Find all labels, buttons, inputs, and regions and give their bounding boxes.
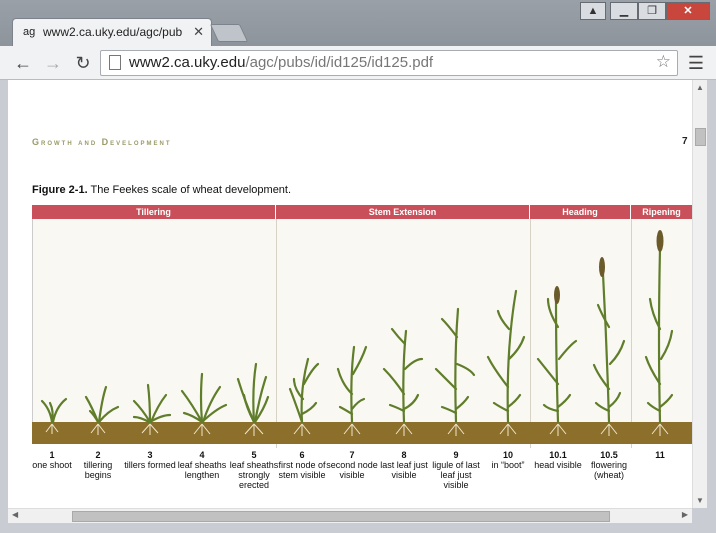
bookmark-star-icon[interactable]: ☆ [655,52,671,71]
stage-label: 2 tillering begins [71,450,125,480]
plant-stage-1 [40,397,68,424]
stage-description: one shoot [32,460,72,470]
stage-description: tillers formed [124,460,176,470]
stage-description: ligule of last leaf just visible [432,460,480,490]
stage-label: 10 in “boot” [481,450,535,470]
horizontal-scroll-thumb[interactable] [72,511,610,522]
stage-number: 9 [453,450,459,460]
user-icon[interactable]: ▲ [580,2,606,20]
stage-description: flowering (wheat) [590,460,628,480]
horizontal-scrollbar[interactable]: ◀ ▶ [8,508,692,523]
stage-label: 3 tillers formed [123,450,177,470]
stage-number: 10.1 [549,450,567,460]
stage-number: 2 [95,450,101,460]
stage-description: last leaf just visible [380,460,428,480]
url-text: www2.ca.uky.edu/agc/pubs/id/id125/id125.… [129,54,434,71]
stage-description: leaf sheaths lengthen [177,460,227,480]
forward-arrow-icon[interactable]: → [44,53,62,73]
stage-number: 8 [401,450,407,460]
stage-label: 10.5 flowering (wheat) [582,450,636,480]
reload-icon[interactable]: ↻ [75,53,91,73]
phase-stem-extension: Stem Extension [276,205,529,219]
stage-description: second node visible [326,460,378,480]
stage-description: head visible [534,460,582,470]
plant-stage-7 [336,345,368,424]
stage-description: first node of stem visible [278,460,326,480]
plant-stage-11 [644,247,674,424]
stage-number: 4 [199,450,205,460]
tab-close-icon[interactable]: ✕ [193,24,204,39]
stage-number: 11 [655,450,665,460]
stage-label: 1 one shoot [25,450,79,470]
phase-divider [530,219,531,448]
browser-toolbar: ← → ↻ www2.ca.uky.edu/agc/pubs/id/id125/… [0,46,716,80]
page-icon [109,55,121,70]
stage-label: 11 [633,450,687,460]
stage-description: in “boot” [491,460,525,470]
minimize-button[interactable]: ▁ [610,2,638,20]
scroll-down-icon[interactable]: ▼ [696,496,704,505]
soil-band [32,422,692,444]
stage-label: 10.1 head visible [531,450,585,470]
plot-area [32,219,692,422]
stage-label: 9 ligule of last leaf just visible [429,450,483,490]
stage-number: 3 [147,450,153,460]
phase-tillering: Tillering [32,205,275,219]
close-window-button[interactable]: ✕ [666,2,710,20]
stage-label: 5 leaf sheaths strongly erected [227,450,281,490]
phase-divider [276,219,277,448]
wheat-heads [554,230,664,304]
plant-stage-2 [84,385,120,424]
window-controls: ▲ ▁ ❐ ✕ [580,2,710,20]
stage-label: 6 first node of stem visible [275,450,329,480]
new-tab-button[interactable] [209,24,249,42]
plant-stage-5 [236,362,270,424]
plant-stage-8 [382,327,424,424]
stage-description: tillering begins [83,460,113,480]
stage-description: leaf sheaths strongly erected [229,460,279,490]
plant-stage-3 [132,383,172,424]
page-number: 7 [682,136,688,147]
back-arrow-icon[interactable]: ← [14,53,32,73]
figure-caption: Figure 2-1. The Feekes scale of wheat de… [32,184,292,196]
stage-number: 10 [502,450,513,460]
vertical-scroll-thumb[interactable] [695,128,706,146]
scroll-left-icon[interactable]: ◀ [12,510,19,519]
running-head: Growth and Development [32,137,172,147]
browser-tab[interactable]: ag www2.ca.uky.edu/agc/pub ✕ [12,18,212,46]
scroll-right-icon[interactable]: ▶ [681,510,688,519]
stage-label: 7 second node visible [325,450,379,480]
menu-hamburger-icon[interactable]: ☰ [687,53,704,73]
plant-stage-9 [434,307,476,424]
stage-label: 8 last leaf just visible [377,450,431,480]
feekes-figure: Tillering Stem Extension Heading Ripenin… [32,205,692,505]
maximize-button[interactable]: ❐ [638,2,666,20]
phase-ripening: Ripening [631,205,692,219]
tab-favicon-icon: ag [23,26,36,38]
address-bar[interactable]: www2.ca.uky.edu/agc/pubs/id/id125/id125.… [100,50,678,76]
phase-heading: Heading [530,205,630,219]
pdf-viewport: Growth and Development 7 Figure 2-1. The… [8,80,692,508]
stage-number: 10.5 [600,450,618,460]
tab-title: www2.ca.uky.edu/agc/pub [43,25,183,39]
plant-stage-10-1 [536,297,578,424]
plant-stage-4 [180,372,228,424]
stage-label: 4 leaf sheaths lengthen [175,450,229,480]
phase-divider [631,219,632,448]
scroll-up-icon[interactable]: ▲ [696,83,704,92]
plant-stage-10-5 [592,272,626,424]
plant-stage-10 [486,289,526,424]
stage-number: 6 [299,450,305,460]
stage-number: 5 [251,450,257,460]
vertical-scrollbar[interactable]: ▲ ▼ [692,80,707,508]
roots [45,423,669,436]
window-titlebar: ag www2.ca.uky.edu/agc/pub ✕ ▲ ▁ ❐ ✕ [0,0,716,46]
stage-number: 7 [349,450,355,460]
plant-stage-6 [288,357,320,424]
wheat-plants-illustration [40,230,674,436]
stage-number: 1 [49,450,55,460]
